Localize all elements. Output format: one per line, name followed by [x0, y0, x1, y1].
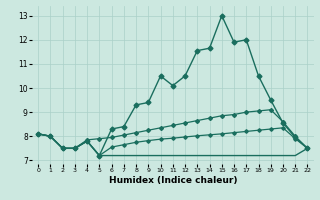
X-axis label: Humidex (Indice chaleur): Humidex (Indice chaleur) [108, 176, 237, 185]
